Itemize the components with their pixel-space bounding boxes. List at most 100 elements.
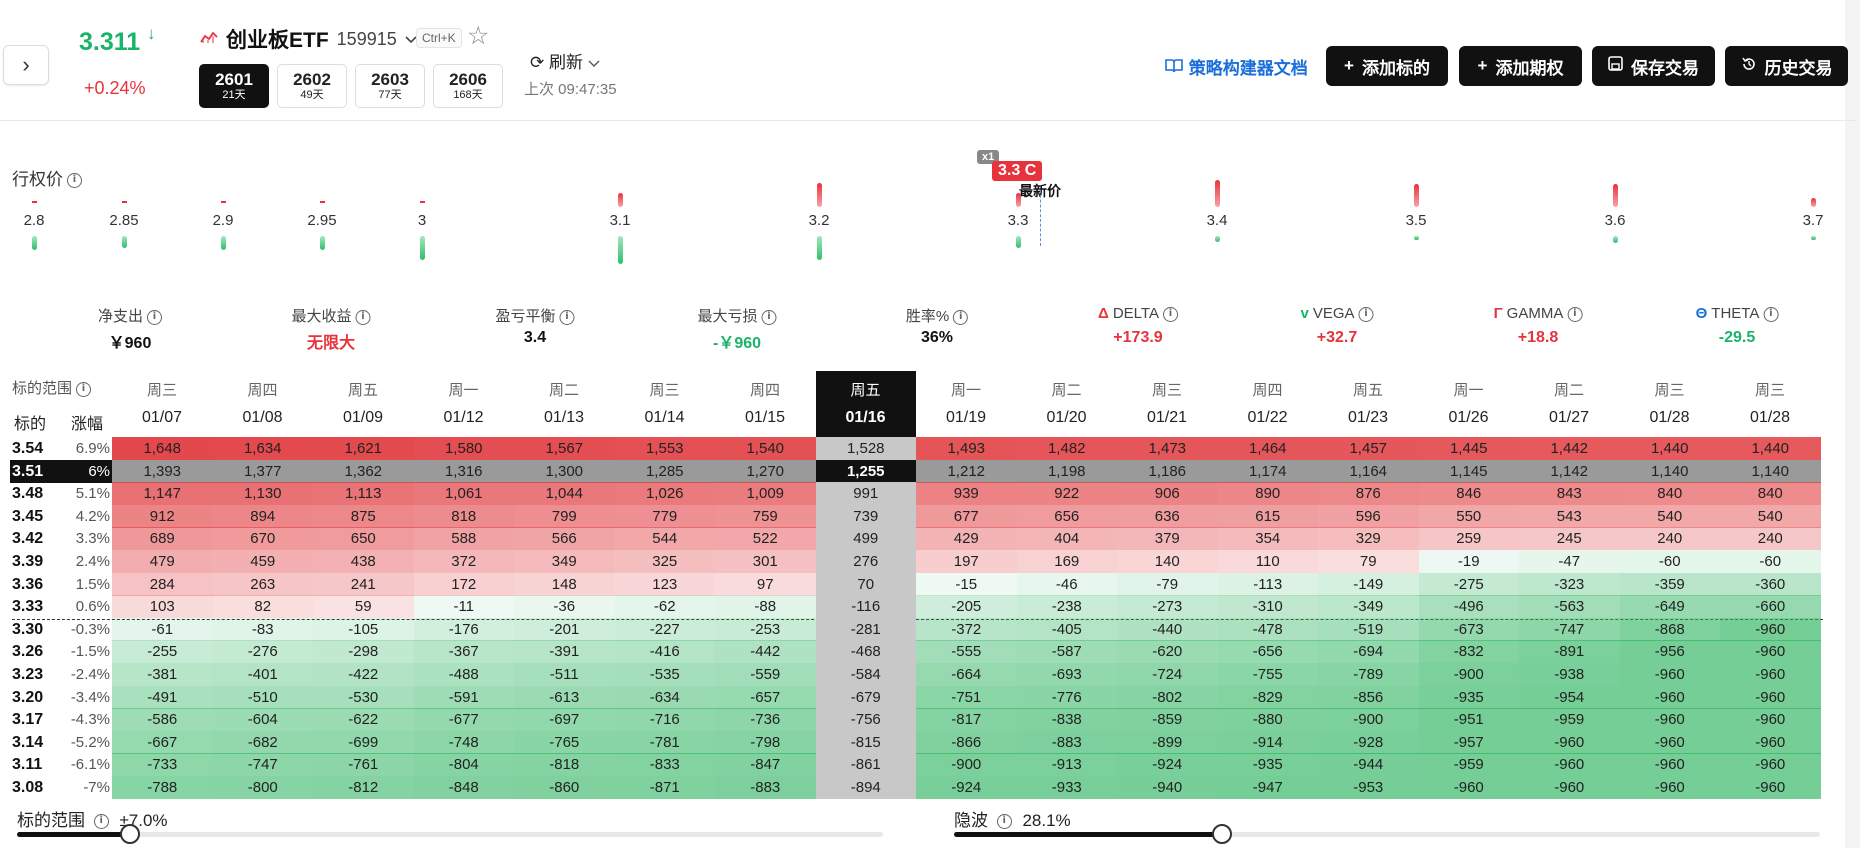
pnl-cell[interactable]: 1,473 xyxy=(1117,437,1218,460)
add-underlying-button[interactable]: + 添加标的 xyxy=(1326,46,1448,86)
pnl-cell[interactable]: 922 xyxy=(1016,482,1117,506)
pnl-cell[interactable]: -960 xyxy=(1519,753,1620,777)
pnl-cell[interactable]: -789 xyxy=(1318,663,1419,686)
pnl-cell[interactable]: -933 xyxy=(1016,776,1117,799)
strategy-doc-link[interactable]: 策略构建器文档 xyxy=(1164,54,1308,79)
pnl-cell[interactable]: -657 xyxy=(715,685,816,709)
pnl-cell[interactable]: 615 xyxy=(1217,504,1318,528)
pnl-cell[interactable]: -959 xyxy=(1519,708,1620,732)
pnl-cell[interactable]: 329 xyxy=(1318,527,1419,551)
pnl-cell[interactable]: -275 xyxy=(1418,572,1519,596)
info-icon[interactable]: i xyxy=(93,814,109,830)
pnl-cell[interactable]: 1,528 xyxy=(815,437,916,460)
pnl-cell[interactable]: 148 xyxy=(514,572,615,596)
pnl-cell[interactable]: -957 xyxy=(1418,730,1519,754)
pnl-cell[interactable]: -956 xyxy=(1619,640,1720,664)
pnl-cell[interactable]: 372 xyxy=(413,550,514,573)
pnl-cell[interactable]: -880 xyxy=(1217,708,1318,732)
pnl-cell[interactable]: -883 xyxy=(1016,730,1117,754)
pnl-cell[interactable]: -838 xyxy=(1016,708,1117,732)
pnl-cell[interactable]: -765 xyxy=(514,730,615,754)
pnl-cell[interactable]: -310 xyxy=(1217,595,1318,619)
pnl-cell[interactable]: -900 xyxy=(1418,663,1519,686)
pnl-cell[interactable]: -959 xyxy=(1418,753,1519,777)
range-slider-track[interactable] xyxy=(17,832,883,837)
pnl-cell[interactable]: -667 xyxy=(112,730,213,754)
pnl-cell[interactable]: 263 xyxy=(212,572,313,596)
pnl-cell[interactable]: -891 xyxy=(1519,640,1620,664)
pnl-cell[interactable]: -405 xyxy=(1016,617,1117,641)
pnl-cell[interactable]: 1,493 xyxy=(916,437,1017,460)
pnl-cell[interactable]: -894 xyxy=(815,776,916,799)
pnl-cell[interactable]: -960 xyxy=(1720,685,1821,709)
pnl-cell[interactable]: -679 xyxy=(815,685,916,709)
pnl-cell[interactable]: -201 xyxy=(514,617,615,641)
pnl-cell[interactable]: 540 xyxy=(1619,504,1720,528)
pnl-cell[interactable]: -298 xyxy=(313,640,414,664)
pnl-cell[interactable]: -591 xyxy=(413,685,514,709)
pnl-cell[interactable]: 1,140 xyxy=(1619,459,1720,483)
pnl-cell[interactable]: -660 xyxy=(1720,595,1821,619)
info-icon[interactable]: i xyxy=(67,173,82,189)
pnl-cell[interactable]: -255 xyxy=(112,640,213,664)
day-column-header[interactable]: 周五 01/09 xyxy=(313,371,413,470)
expiry-tab-2601[interactable]: 2601 21天 xyxy=(199,64,269,108)
pnl-cell[interactable]: 1,044 xyxy=(514,482,615,506)
pnl-cell[interactable]: -422 xyxy=(313,663,414,686)
pnl-cell[interactable]: 1,567 xyxy=(514,437,615,460)
day-column-header[interactable]: 周四 01/08 xyxy=(213,371,313,470)
pnl-cell[interactable]: -951 xyxy=(1418,708,1519,732)
pnl-cell[interactable]: 1,130 xyxy=(212,482,313,506)
pnl-cell[interactable]: 1,445 xyxy=(1418,437,1519,460)
pnl-cell[interactable]: 429 xyxy=(916,527,1017,551)
info-icon[interactable]: i xyxy=(76,381,92,397)
day-column-header[interactable]: 周五 01/23 xyxy=(1318,371,1418,470)
pnl-cell[interactable]: -733 xyxy=(112,753,213,777)
expiry-tab-2602[interactable]: 2602 49天 xyxy=(277,64,347,108)
pnl-cell[interactable]: 670 xyxy=(212,527,313,551)
day-column-header[interactable]: 周四 01/22 xyxy=(1218,371,1318,470)
pnl-cell[interactable]: -555 xyxy=(916,640,1017,664)
pnl-cell[interactable]: -755 xyxy=(1217,663,1318,686)
pnl-cell[interactable]: -563 xyxy=(1519,595,1620,619)
pnl-cell[interactable]: -788 xyxy=(112,776,213,799)
pnl-cell[interactable]: -829 xyxy=(1217,685,1318,709)
pnl-cell[interactable]: -510 xyxy=(212,685,313,709)
pnl-cell[interactable]: 103 xyxy=(112,595,213,619)
pnl-cell[interactable]: -913 xyxy=(1016,753,1117,777)
pnl-cell[interactable]: -622 xyxy=(313,708,414,732)
pnl-cell[interactable]: 1,147 xyxy=(112,482,213,506)
pnl-cell[interactable]: 82 xyxy=(212,595,313,619)
pnl-cell[interactable]: 799 xyxy=(514,504,615,528)
pnl-cell[interactable]: 636 xyxy=(1117,504,1218,528)
pnl-cell[interactable]: 1,482 xyxy=(1016,437,1117,460)
pnl-cell[interactable]: -724 xyxy=(1117,663,1218,686)
pnl-cell[interactable]: -756 xyxy=(815,708,916,732)
pnl-cell[interactable]: 197 xyxy=(916,550,1017,573)
pnl-cell[interactable]: 890 xyxy=(1217,482,1318,506)
info-icon[interactable]: i xyxy=(559,309,575,325)
pnl-cell[interactable]: -620 xyxy=(1117,640,1218,664)
position-call-badge[interactable]: 3.3 C xyxy=(992,161,1043,181)
pnl-cell[interactable]: -804 xyxy=(413,753,514,777)
pnl-cell[interactable]: -205 xyxy=(916,595,1017,619)
pnl-cell[interactable]: -960 xyxy=(1619,708,1720,732)
pnl-cell[interactable]: 240 xyxy=(1619,527,1720,551)
pnl-cell[interactable]: -116 xyxy=(815,595,916,619)
day-column-header[interactable]: 周一 01/12 xyxy=(414,371,514,470)
pnl-cell[interactable]: -511 xyxy=(514,663,615,686)
pnl-cell[interactable]: 140 xyxy=(1117,550,1218,573)
day-column-header[interactable]: 周三 01/28 xyxy=(1720,371,1820,470)
pnl-cell[interactable]: -496 xyxy=(1418,595,1519,619)
pnl-cell[interactable]: 912 xyxy=(112,504,213,528)
pnl-cell[interactable]: 1,457 xyxy=(1318,437,1419,460)
pnl-cell[interactable]: 650 xyxy=(313,527,414,551)
pnl-cell[interactable]: -861 xyxy=(815,753,916,777)
pnl-cell[interactable]: 1,464 xyxy=(1217,437,1318,460)
pnl-cell[interactable]: 1,540 xyxy=(715,437,816,460)
trade-history-button[interactable]: 历史交易 xyxy=(1725,46,1848,86)
scrollbar[interactable] xyxy=(1845,0,1860,848)
pnl-cell[interactable]: -960 xyxy=(1519,776,1620,799)
pnl-cell[interactable]: -960 xyxy=(1720,730,1821,754)
pnl-cell[interactable]: -360 xyxy=(1720,572,1821,596)
